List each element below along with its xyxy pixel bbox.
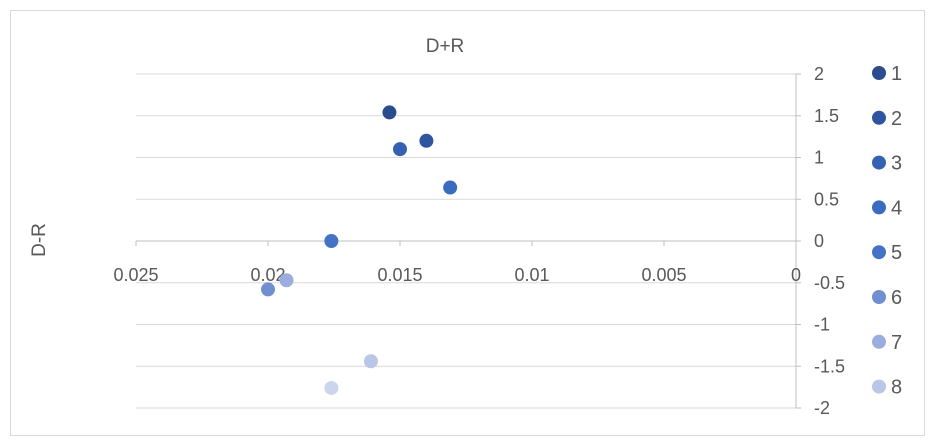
legend-label: 1 — [891, 63, 902, 85]
y-tick-label: 1 — [814, 148, 824, 168]
legend-marker — [872, 110, 886, 125]
legend-label: 2 — [891, 108, 902, 130]
y-tick-label: -1.5 — [814, 356, 845, 376]
legend-label: 8 — [891, 377, 902, 399]
legend: 1 2 3 4 5 6 7 8 — [872, 63, 902, 399]
axes — [135, 73, 801, 409]
data-point — [261, 282, 275, 297]
x-tick-label: 0 — [791, 265, 801, 285]
y-tick-labels: 2 1.5 1 0.5 0 -0.5 -1 -1.5 -2 — [814, 64, 845, 418]
chart-title: D+R — [426, 36, 465, 57]
data-point — [419, 133, 434, 148]
y-tick-label: 0 — [814, 231, 824, 251]
legend-marker — [872, 200, 886, 215]
data-point — [393, 142, 407, 157]
y-tick-label: -2 — [814, 398, 830, 418]
legend-marker — [872, 334, 886, 349]
legend-marker — [872, 290, 886, 304]
legend-marker — [872, 155, 886, 170]
data-point — [382, 105, 397, 120]
y-tick-label: 0.5 — [814, 189, 839, 209]
data-point — [363, 354, 378, 369]
legend-label: 4 — [891, 197, 902, 219]
legend-marker — [872, 245, 886, 260]
y-tick-label: -0.5 — [814, 273, 845, 293]
x-tick-label: 0.02 — [250, 265, 285, 285]
legend-label: 3 — [891, 153, 902, 175]
legend-label: 7 — [891, 332, 902, 354]
y-tick-label: -1 — [814, 315, 830, 335]
data-point — [279, 273, 294, 288]
x-tick-label: 0.005 — [641, 265, 686, 285]
gridlines — [136, 73, 796, 409]
y-tick-label: 2 — [814, 64, 824, 84]
legend-label: 6 — [891, 287, 902, 309]
x-tick-label: 0.01 — [514, 265, 549, 285]
x-tick-labels: 0.025 0.02 0.015 0.01 0.005 0 — [113, 265, 801, 285]
data-point — [324, 234, 339, 248]
legend-marker — [872, 379, 886, 394]
x-tick-label: 0.025 — [113, 265, 158, 285]
data-point — [443, 180, 458, 195]
data-points — [261, 105, 458, 395]
chart-frame — [10, 10, 925, 436]
legend-marker — [872, 66, 886, 80]
y-axis-label: D-R — [29, 223, 50, 257]
data-point — [324, 380, 339, 395]
legend-label: 5 — [891, 242, 902, 264]
x-tick-label: 0.015 — [377, 265, 422, 285]
y-tick-label: 1.5 — [814, 106, 839, 126]
